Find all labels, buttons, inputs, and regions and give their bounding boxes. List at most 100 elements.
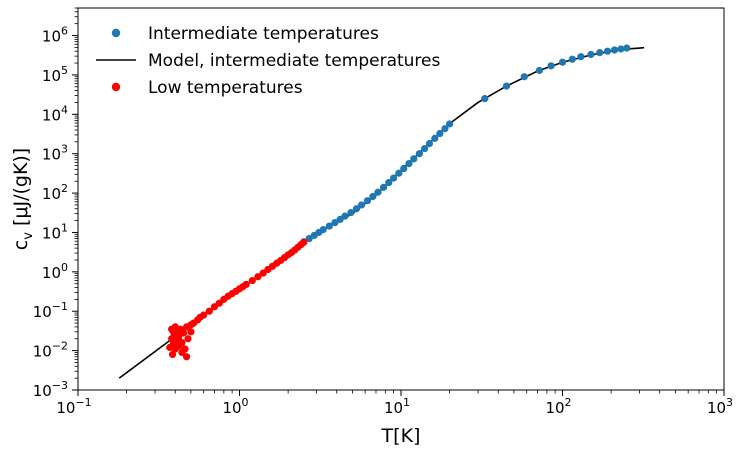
x-tick-exp: 3 [726, 396, 733, 409]
plot-area [118, 44, 645, 379]
x-tick-exp: −1 [75, 396, 91, 409]
intermediate-point [400, 164, 408, 173]
x-tick-label: 102 [545, 396, 571, 417]
y-tick-exp: 3 [61, 143, 68, 156]
intermediate-point [587, 50, 595, 59]
y-tick-label: 10−3 [33, 379, 68, 400]
x-tick-base: 10 [56, 399, 75, 417]
y-tick-base: 10 [42, 28, 61, 46]
legend: Intermediate temperatures Model, interme… [96, 24, 440, 98]
intermediate-point [603, 47, 612, 55]
intermediate-point [481, 95, 489, 103]
x-tick-label: 10−1 [56, 396, 91, 417]
low-temp-point [182, 353, 191, 361]
y-tick-base: 10 [42, 185, 61, 203]
y-tick-label: 10−2 [33, 340, 68, 361]
intermediate-point [520, 73, 528, 81]
intermediate-point [363, 197, 372, 205]
y-tick-label: 103 [42, 143, 68, 164]
x-tick-exp: 1 [403, 396, 410, 409]
intermediate-point [415, 150, 423, 158]
intermediate-point [425, 140, 434, 148]
intermediate-point [431, 134, 439, 142]
intermediate-point [385, 178, 393, 187]
intermediate-point [390, 174, 398, 182]
x-tick-exp: 0 [242, 396, 249, 409]
low-temp-point [200, 311, 208, 319]
intermediate-point [341, 212, 349, 220]
low-temp-point [205, 307, 213, 315]
intermediate-point [441, 125, 449, 133]
x-axis: 10−1 100 101 102 103 [56, 390, 733, 417]
y-tick-base: 10 [42, 67, 61, 85]
intermediate-point [596, 48, 604, 57]
low-temp-point [184, 335, 192, 343]
intermediate-point [319, 226, 327, 234]
intermediate-point [325, 222, 333, 230]
x-tick-label: 103 [707, 396, 733, 417]
y-axis-label-rest: [μJ/(gK)] [10, 148, 32, 232]
low-temp-point [300, 238, 308, 246]
intermediate-point [535, 66, 544, 75]
x-tick-label: 101 [384, 396, 410, 417]
intermediate-point [405, 160, 413, 168]
y-tick-base: 10 [33, 382, 52, 400]
low-temp-point [248, 276, 256, 285]
y-tick-base: 10 [33, 343, 52, 361]
y-tick-base: 10 [42, 146, 61, 164]
y-tick-base: 10 [42, 224, 61, 242]
intermediate-point [369, 192, 377, 201]
low-temp-point [181, 345, 189, 353]
y-tick-exp: 6 [61, 25, 68, 38]
low-temp-point [178, 338, 186, 347]
y-tick-label: 106 [42, 25, 68, 46]
intermediate-point [446, 120, 454, 128]
y-tick-exp: −2 [52, 340, 68, 353]
low-temp-point [254, 273, 262, 281]
y-tick-base: 10 [42, 106, 61, 124]
low-temp-point [179, 329, 188, 337]
intermediate-point [347, 208, 355, 217]
intermediate-point [568, 55, 576, 63]
intermediate-point [331, 218, 339, 227]
series-layer [118, 44, 645, 379]
legend-marker-intermediate [111, 28, 121, 38]
y-tick-exp: 4 [61, 103, 68, 116]
y-tick-base: 10 [42, 264, 61, 282]
intermediate-point [623, 44, 631, 52]
y-tick-exp: −1 [52, 300, 68, 313]
intermediate-point [357, 201, 366, 209]
x-tick-label: 100 [222, 396, 248, 417]
low-temp-point [187, 328, 195, 336]
low-temp-point [175, 333, 183, 341]
y-tick-label: 105 [42, 64, 68, 85]
x-tick-base: 10 [707, 399, 726, 417]
intermediate-point [502, 82, 511, 90]
intermediate-point [379, 183, 388, 191]
intermediate-point [436, 129, 444, 138]
low-temp-point [242, 280, 250, 288]
x-tick-base: 10 [384, 399, 403, 417]
intermediate-point [421, 144, 429, 153]
intermediate-point [374, 188, 382, 196]
y-tick-exp: 5 [61, 64, 68, 77]
y-tick-exp: 0 [61, 261, 68, 274]
intermediate-point [410, 155, 418, 163]
x-tick-base: 10 [545, 399, 564, 417]
intermediate-point [558, 58, 567, 66]
x-tick-exp: 2 [565, 396, 572, 409]
x-axis-label: T[K] [381, 425, 421, 447]
intermediate-point [577, 53, 585, 61]
y-tick-exp: 2 [61, 182, 68, 195]
y-tick-label: 100 [42, 261, 68, 282]
intermediate-point [352, 205, 361, 213]
y-tick-exp: 1 [61, 221, 68, 234]
y-tick-exp: −3 [52, 379, 68, 392]
y-tick-base: 10 [33, 303, 52, 321]
y-axis-label: cv [μJ/(gK)] [10, 148, 36, 250]
x-tick-base: 10 [222, 399, 241, 417]
y-axis-label-sub: v [21, 232, 36, 240]
y-axis-label-base: c [10, 240, 32, 250]
